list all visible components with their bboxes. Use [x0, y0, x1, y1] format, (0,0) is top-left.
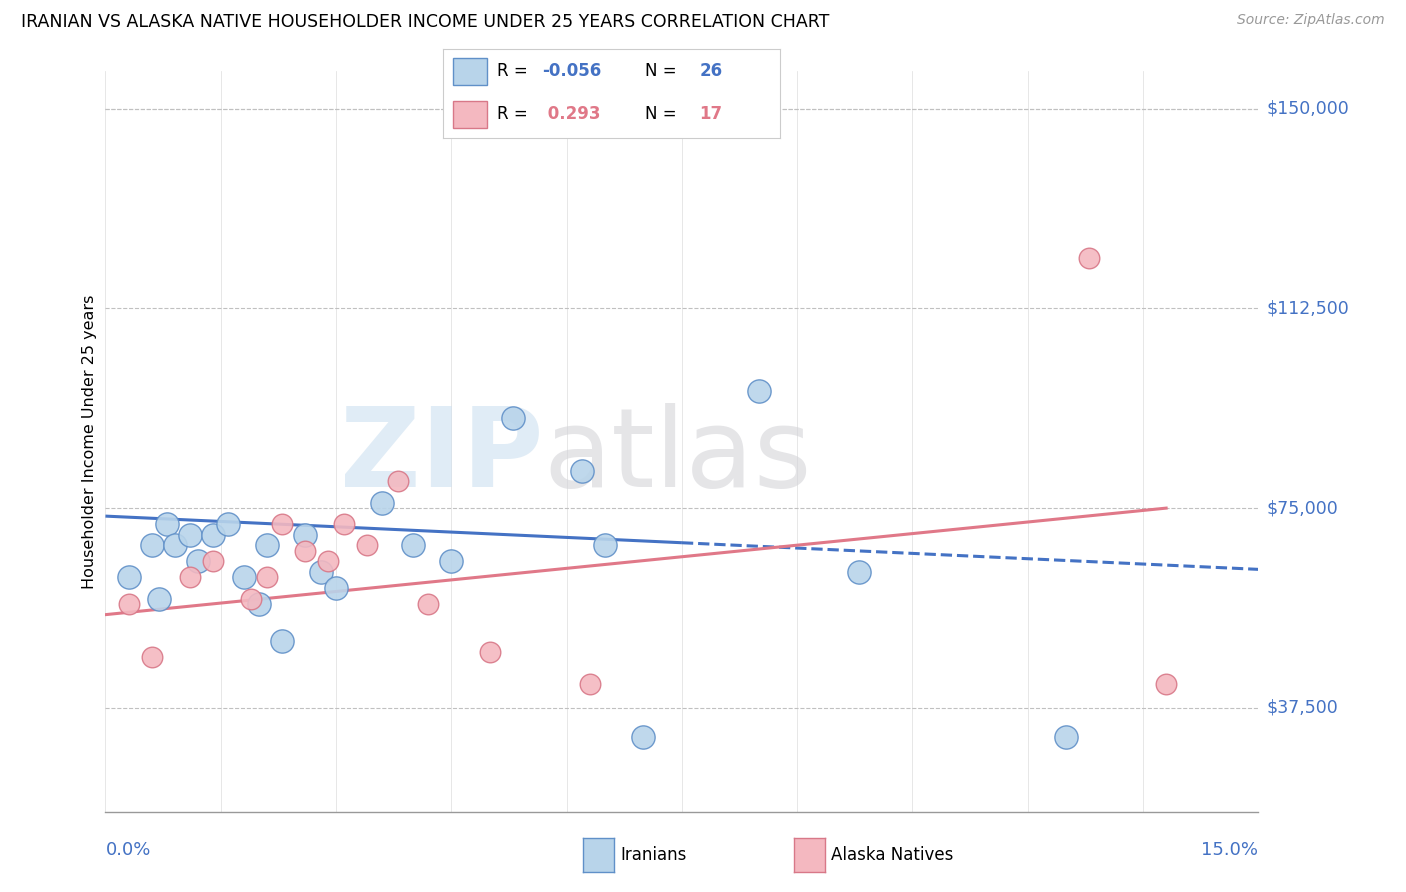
Text: 17: 17: [699, 105, 723, 123]
Point: [163, 538, 186, 552]
Text: 0.293: 0.293: [543, 105, 600, 123]
Point: [440, 554, 463, 568]
Point: [117, 570, 139, 584]
Point: [117, 597, 139, 611]
Point: [578, 677, 600, 691]
Point: [371, 496, 394, 510]
Point: [1154, 677, 1177, 691]
Point: [502, 410, 524, 425]
Text: IRANIAN VS ALASKA NATIVE HOUSEHOLDER INCOME UNDER 25 YEARS CORRELATION CHART: IRANIAN VS ALASKA NATIVE HOUSEHOLDER INC…: [21, 13, 830, 31]
Point: [256, 570, 278, 584]
Point: [478, 645, 501, 659]
Bar: [453, 101, 486, 128]
Point: [232, 570, 254, 584]
Point: [294, 543, 316, 558]
Text: R =: R =: [496, 105, 533, 123]
Point: [309, 565, 332, 579]
Point: [179, 570, 201, 584]
Text: atlas: atlas: [544, 403, 813, 510]
Text: Source: ZipAtlas.com: Source: ZipAtlas.com: [1237, 13, 1385, 28]
Point: [256, 538, 278, 552]
Point: [156, 517, 179, 532]
Text: R =: R =: [496, 62, 533, 80]
Point: [141, 650, 163, 665]
Point: [748, 384, 770, 398]
Text: ZIP: ZIP: [340, 403, 544, 510]
Text: $75,000: $75,000: [1267, 500, 1339, 517]
Point: [217, 517, 239, 532]
Text: 0.0%: 0.0%: [105, 841, 150, 859]
Bar: [453, 58, 486, 85]
Point: [325, 581, 347, 595]
Text: -0.056: -0.056: [543, 62, 602, 80]
Point: [141, 538, 163, 552]
Point: [271, 517, 294, 532]
Point: [294, 527, 316, 541]
Point: [271, 634, 294, 648]
Point: [356, 538, 378, 552]
Point: [202, 554, 225, 568]
Text: $112,500: $112,500: [1267, 300, 1350, 318]
Text: Iranians: Iranians: [620, 847, 686, 864]
Point: [247, 597, 270, 611]
Point: [402, 538, 425, 552]
Text: 26: 26: [699, 62, 723, 80]
Point: [1078, 251, 1101, 265]
Point: [187, 554, 209, 568]
Point: [633, 730, 655, 744]
Text: 15.0%: 15.0%: [1201, 841, 1258, 859]
Point: [318, 554, 340, 568]
Point: [418, 597, 440, 611]
Point: [179, 527, 201, 541]
Text: Alaska Natives: Alaska Natives: [831, 847, 953, 864]
Point: [202, 527, 225, 541]
Point: [571, 464, 593, 478]
Point: [387, 475, 409, 489]
Text: N =: N =: [645, 105, 682, 123]
Text: $150,000: $150,000: [1267, 100, 1350, 118]
Y-axis label: Householder Income Under 25 years: Householder Income Under 25 years: [82, 294, 97, 589]
Point: [148, 591, 170, 606]
Text: $37,500: $37,500: [1267, 698, 1339, 717]
Point: [332, 517, 354, 532]
Point: [593, 538, 616, 552]
Point: [240, 591, 263, 606]
Point: [848, 565, 870, 579]
Text: N =: N =: [645, 62, 682, 80]
Point: [1054, 730, 1077, 744]
